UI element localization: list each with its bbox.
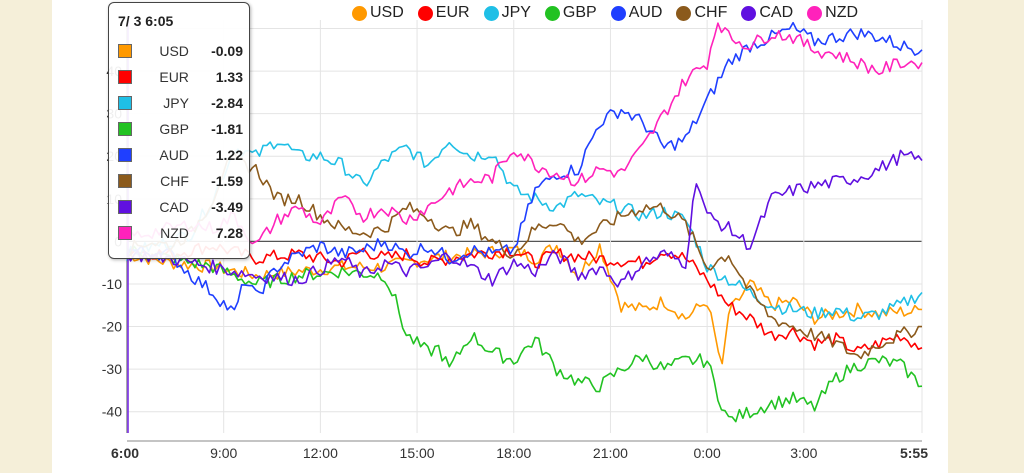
tooltip-row-aud: AUD 1.22	[118, 145, 243, 165]
legend-label: EUR	[435, 4, 470, 21]
legend-item-usd[interactable]: USD	[352, 4, 404, 22]
series-line-aud[interactable]	[126, 21, 923, 311]
tooltip-series-name: NZD	[160, 225, 189, 241]
legend-item-aud[interactable]: AUD	[610, 4, 663, 22]
tooltip-swatch	[118, 148, 132, 162]
legend-swatch	[610, 5, 626, 21]
x-tick-label: 3:00	[790, 445, 817, 461]
tooltip-series-value: -3.49	[211, 199, 243, 215]
tooltip-row-jpy: JPY -2.84	[118, 93, 243, 113]
tooltip-series-name: EUR	[159, 69, 189, 85]
legend-swatch	[741, 5, 757, 21]
tooltip-swatch	[118, 96, 132, 110]
x-tick-label: 9:00	[210, 445, 237, 461]
legend-item-gbp[interactable]: GBP	[544, 4, 597, 22]
legend-swatch	[483, 5, 499, 21]
legend-label: USD	[370, 4, 404, 21]
series-line-nzd[interactable]	[126, 22, 923, 245]
legend-label: GBP	[562, 4, 597, 21]
series-line-eur[interactable]	[126, 242, 923, 353]
legend-label: JPY	[501, 4, 531, 21]
tooltip-series-value: -1.81	[211, 121, 243, 137]
tooltip-series-name: GBP	[159, 121, 189, 137]
tooltip-row-eur: EUR 1.33	[118, 67, 243, 87]
legend-swatch	[417, 5, 433, 21]
y-tick-label: -30	[102, 361, 122, 377]
series-line-cad[interactable]	[126, 149, 923, 288]
tooltip-series-value: 1.22	[215, 147, 243, 163]
legend-item-eur[interactable]: EUR	[417, 4, 470, 22]
tooltip-title: 7/ 3 6:05	[118, 13, 174, 29]
legend-label: AUD	[628, 4, 663, 21]
legend-swatch	[807, 5, 823, 21]
x-tick-label: 0:00	[694, 445, 721, 461]
x-tick-label: 5:55	[900, 445, 928, 461]
tooltip-swatch	[118, 122, 132, 136]
legend-swatch	[544, 5, 560, 21]
tooltip-series-name: CAD	[159, 199, 189, 215]
tooltip-row-chf: CHF -1.59	[118, 171, 243, 191]
hover-tooltip: 7/ 3 6:05 USD -0.09 EUR 1.33 JPY -2.84 GBP -1.8…	[108, 2, 250, 259]
x-tick-label: 6:00	[111, 445, 139, 461]
legend-label: CHF	[694, 4, 728, 21]
legend-item-cad[interactable]: CAD	[741, 4, 793, 22]
x-tick-label: 15:00	[400, 445, 435, 461]
tooltip-row-gbp: GBP -1.81	[118, 119, 243, 139]
series-line-chf[interactable]	[126, 153, 923, 360]
tooltip-row-cad: CAD -3.49	[118, 197, 243, 217]
tooltip-row-nzd: NZD 7.28	[118, 223, 243, 243]
tooltip-series-value: -2.84	[211, 95, 243, 111]
legend-item-nzd[interactable]: NZD	[807, 4, 858, 22]
x-tick-label: 18:00	[496, 445, 531, 461]
x-tick-label: 12:00	[303, 445, 338, 461]
series-line-usd[interactable]	[126, 243, 923, 365]
tooltip-swatch	[118, 226, 132, 240]
tooltip-series-name: JPY	[163, 95, 189, 111]
legend-label: NZD	[825, 4, 859, 21]
tooltip-series-name: CHF	[160, 173, 189, 189]
series-line-jpy[interactable]	[126, 141, 923, 322]
tooltip-series-name: AUD	[159, 147, 189, 163]
series-line-gbp[interactable]	[126, 245, 923, 423]
legend: USD EUR JPY GBP AUD CHF CAD NZD	[352, 4, 872, 22]
tooltip-series-value: 7.28	[215, 225, 243, 241]
tooltip-row-usd: USD -0.09	[118, 41, 243, 61]
legend-swatch	[352, 5, 367, 21]
y-tick-label: -10	[102, 276, 122, 292]
line-chart[interactable]: -40-30-20-100102030406:009:0012:0015:001…	[52, 0, 948, 473]
legend-swatch	[676, 5, 692, 21]
tooltip-swatch	[118, 174, 132, 188]
tooltip-series-value: -1.59	[211, 173, 243, 189]
y-tick-label: -40	[102, 404, 122, 420]
tooltip-series-value: 1.33	[215, 69, 243, 85]
legend-label: CAD	[759, 4, 794, 21]
legend-item-jpy[interactable]: JPY	[483, 4, 531, 22]
legend-item-chf[interactable]: CHF	[676, 4, 727, 22]
y-tick-label: -20	[102, 319, 122, 335]
tooltip-swatch	[118, 44, 132, 58]
x-tick-label: 21:00	[593, 445, 628, 461]
tooltip-swatch	[118, 70, 132, 84]
tooltip-series-name: USD	[159, 43, 189, 59]
tooltip-series-value: -0.09	[211, 43, 243, 59]
chart-card: -40-30-20-100102030406:009:0012:0015:001…	[52, 0, 948, 473]
tooltip-swatch	[118, 200, 132, 214]
